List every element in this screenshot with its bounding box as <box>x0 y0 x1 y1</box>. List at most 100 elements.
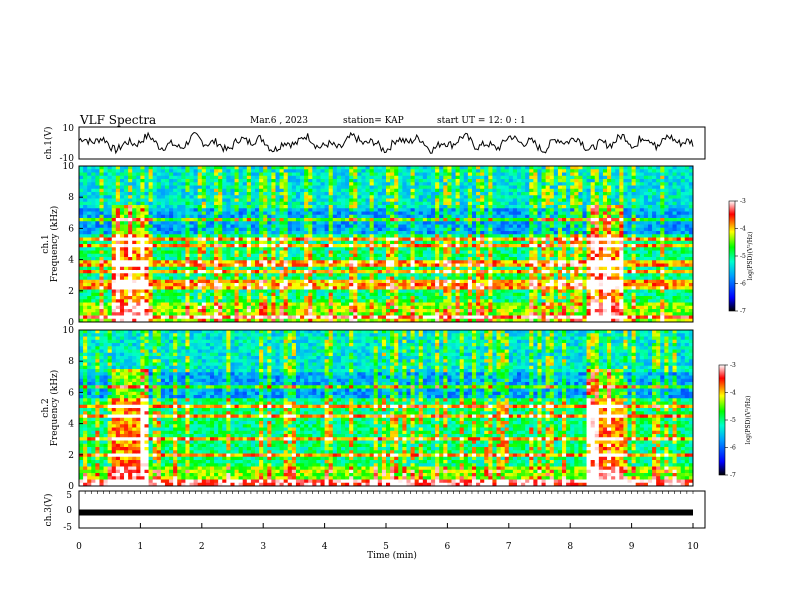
spectrogram-cell <box>324 195 330 199</box>
spectrogram-cell <box>476 289 481 294</box>
spectrogram-cell <box>87 169 92 173</box>
spectrogram-cell <box>205 175 211 180</box>
spectrogram-cell <box>345 273 350 277</box>
spectrogram-cell <box>410 175 416 180</box>
spectrogram-cell <box>340 211 346 216</box>
spectrogram-cell <box>250 231 256 235</box>
spectrogram-cell <box>295 214 301 219</box>
spectrogram-cell <box>119 257 125 261</box>
spectrogram-cell <box>500 250 506 255</box>
spectrogram-cell <box>234 279 240 284</box>
spectrogram-cell <box>128 231 133 235</box>
spectrogram-cell <box>373 309 379 313</box>
spectrogram-cell <box>189 273 195 277</box>
spectrogram-cell <box>197 292 203 297</box>
spectrogram-cell <box>484 273 489 277</box>
spectrogram-cell <box>328 195 334 199</box>
spectrogram-cell <box>369 175 375 180</box>
spectrogram-cell <box>95 312 100 316</box>
spectrogram-cell <box>451 289 456 294</box>
spectrogram-cell <box>283 182 289 186</box>
spectrogram-cell <box>132 276 137 281</box>
spectrogram-cell <box>386 175 391 180</box>
spectrogram-cell <box>304 276 309 281</box>
spectrogram-cell <box>308 299 313 303</box>
spectrogram-cell <box>279 302 285 307</box>
spectrogram-cell <box>234 166 240 170</box>
spectrogram-cell <box>361 244 366 248</box>
spectrogram-cell <box>386 214 391 219</box>
spectrogram-cell <box>185 227 190 232</box>
spectrogram-cell <box>209 309 215 313</box>
spectrogram-cell <box>83 250 88 255</box>
spectrogram-cell <box>308 205 313 209</box>
spectrogram-cell <box>300 312 305 316</box>
spectrogram-cell <box>328 273 334 277</box>
spectrogram-cell <box>373 250 379 255</box>
spectrogram-cell <box>316 192 321 196</box>
spectrogram-cell <box>87 218 92 222</box>
spectrogram-cell <box>316 205 321 209</box>
spectrogram-cell <box>246 211 252 216</box>
spectrogram-cell <box>467 312 473 316</box>
spectrogram-cell <box>431 318 436 323</box>
spectrogram-cell <box>238 201 244 206</box>
spectrogram-cell <box>181 221 186 225</box>
spectrogram-cell <box>459 270 465 274</box>
spectrogram-cell <box>340 169 346 173</box>
spectrogram-cell <box>320 182 325 186</box>
spectrogram-cell <box>279 198 285 203</box>
spectrogram-cell <box>418 260 424 264</box>
spectrogram-cell <box>394 292 399 297</box>
spectrogram-cell <box>340 214 346 219</box>
spectrogram-cell <box>455 227 461 232</box>
spectrogram-cell <box>132 289 137 294</box>
spectrogram-cell <box>287 276 293 281</box>
spectrogram-cell <box>349 318 354 323</box>
spectrogram-cell <box>152 227 158 232</box>
spectrogram-cell <box>201 179 207 183</box>
spectrogram-cell <box>443 192 448 196</box>
spectrogram-cell <box>255 247 260 251</box>
spectrogram-cell <box>263 172 268 177</box>
spectrogram-cell <box>246 257 252 261</box>
spectrogram-cell <box>312 185 317 190</box>
spectrogram-cell <box>488 201 493 206</box>
spectrogram-cell <box>312 195 317 199</box>
spectrogram-cell <box>414 172 420 177</box>
spectrogram-cell <box>377 257 383 261</box>
spectrogram-cell <box>152 166 158 170</box>
spectrogram-cell <box>226 309 231 313</box>
spectrogram-cell <box>451 221 456 225</box>
spectrogram-cell <box>431 195 436 199</box>
spectrogram-cell <box>312 166 317 170</box>
spectrogram-cell <box>447 250 452 255</box>
spectrogram-cell <box>291 208 297 212</box>
spectrogram-cell <box>119 247 125 251</box>
spectrogram-cell <box>128 247 133 251</box>
spectrogram-cell <box>279 315 285 320</box>
spectrogram-cell <box>156 299 162 303</box>
spectrogram-cell <box>275 172 280 177</box>
spectrogram-cell <box>218 244 223 248</box>
spectrogram-cell <box>226 247 231 251</box>
spectrogram-cell <box>164 263 170 268</box>
spectrogram-cell <box>246 299 252 303</box>
spectrogram-cell <box>349 234 354 238</box>
spectrogram-cell <box>250 250 256 255</box>
spectrogram-cell <box>79 253 84 258</box>
spectrogram-cell <box>140 205 145 209</box>
spectrogram-cell <box>197 234 203 238</box>
spectrogram-cell <box>209 273 215 277</box>
spectrogram-cell <box>148 182 154 186</box>
spectrogram-cell <box>394 270 399 274</box>
spectrogram-cell <box>340 263 346 268</box>
spectrogram-cell <box>291 169 297 173</box>
spectrogram-cell <box>238 185 244 190</box>
spectrogram-cell <box>189 201 195 206</box>
spectrogram-cell <box>381 169 387 173</box>
spectrogram-cell <box>107 240 113 245</box>
spectrogram-cell <box>291 276 297 281</box>
spectrogram-cell <box>124 188 129 193</box>
spectrogram-cell <box>300 296 305 300</box>
